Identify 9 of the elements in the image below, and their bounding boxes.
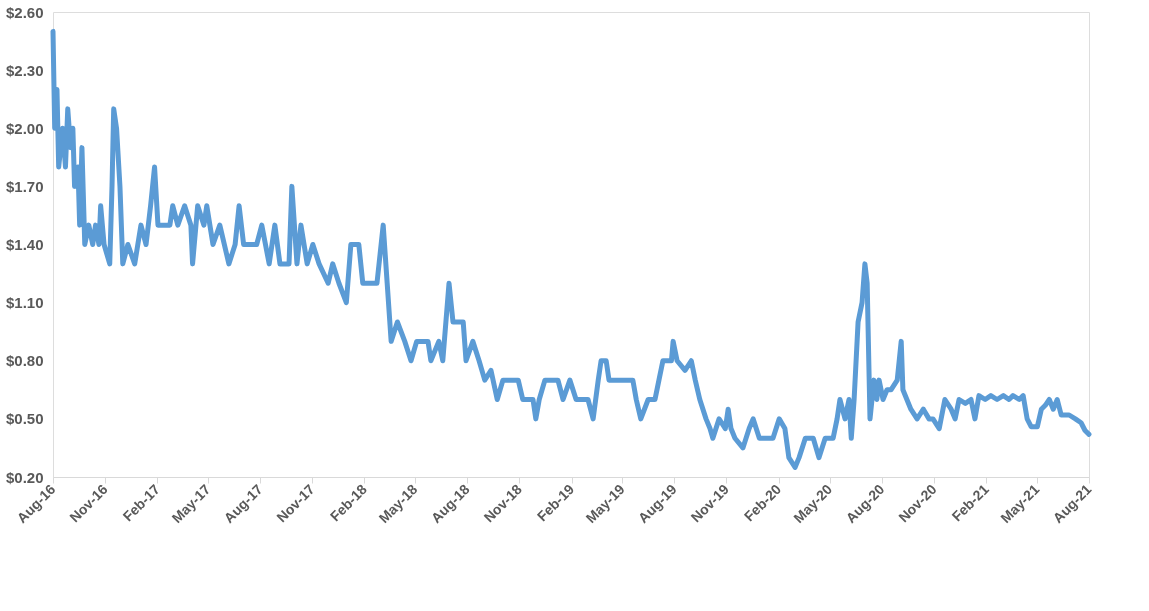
y-tick-label: $1.40 bbox=[5, 236, 44, 253]
y-tick-label: $0.80 bbox=[5, 352, 44, 370]
y-tick-label: $2.00 bbox=[5, 119, 44, 137]
y-tick-label: $0.50 bbox=[5, 410, 44, 428]
y-tick-label: $2.60 bbox=[5, 3, 44, 21]
y-tick-label: $1.70 bbox=[5, 177, 44, 195]
y-tick-label: $2.30 bbox=[5, 61, 44, 79]
y-tick-label: $0.20 bbox=[5, 468, 44, 486]
y-tick-label: $1.10 bbox=[5, 294, 44, 312]
